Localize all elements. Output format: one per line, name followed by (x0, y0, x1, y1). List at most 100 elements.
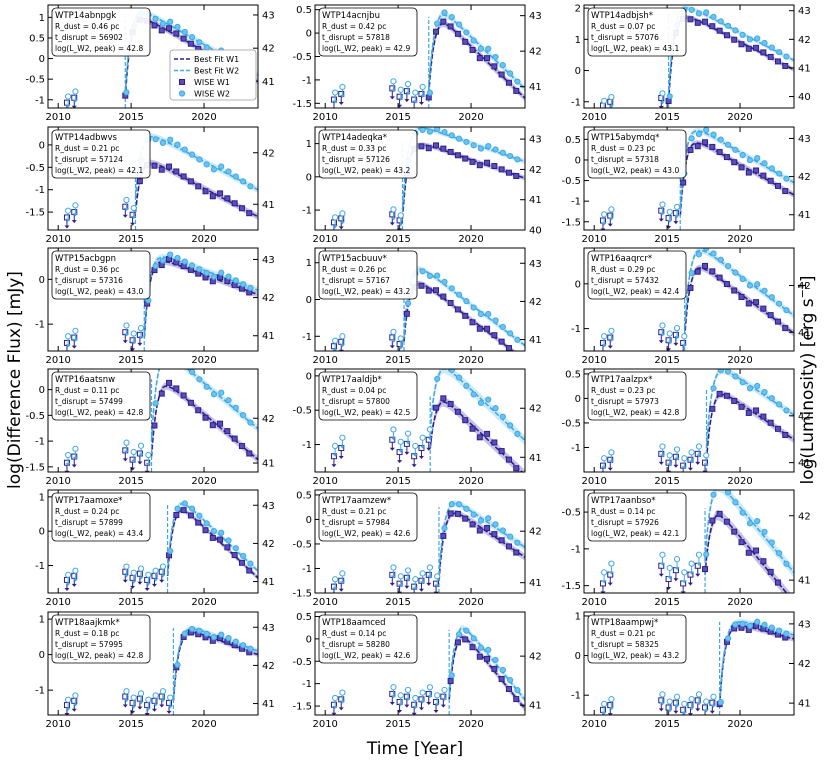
y-tick-label: -1 (302, 332, 312, 343)
y-tick-label: 0 (39, 527, 45, 538)
upper-limit-arrow-w2 (332, 705, 338, 709)
point-w1 (122, 693, 129, 700)
upper-limit-arrow-w1 (130, 222, 136, 226)
point-w2 (339, 83, 346, 91)
upper-limit-arrow-w1 (71, 583, 77, 587)
upper-limit-arrow-w2 (398, 97, 404, 101)
point-w2 (507, 70, 514, 77)
point-w2 (174, 254, 181, 262)
point-w1 (767, 312, 774, 319)
panel-title: WTP16aatsnw (55, 375, 115, 385)
point-w2 (419, 434, 426, 441)
point-w2 (746, 36, 754, 43)
annotation-line: R_dust = 0.14 pc (591, 507, 655, 516)
point-w2 (225, 537, 232, 544)
point-w2 (332, 89, 339, 96)
point-w1 (151, 22, 158, 29)
plot-area (330, 500, 525, 593)
panel-WTP15abymdq: 2010 2015 2020 -1.5 -1 -0.5 0 0.5 41 42 43 WTP15aby… (561, 126, 811, 245)
point-w2 (152, 15, 159, 22)
point-w2 (746, 157, 754, 164)
upper-limit-arrow-w1 (338, 226, 344, 230)
point-w1 (658, 450, 665, 457)
x-tick-label: 2015 (654, 476, 679, 487)
plot-area (599, 5, 794, 108)
point-w1 (505, 169, 512, 176)
point-w2 (732, 499, 739, 506)
point-w2 (477, 310, 485, 318)
point-w2 (390, 564, 397, 571)
y2-tick-label: 42 (529, 652, 542, 663)
point-w2 (768, 165, 775, 172)
point-w2 (448, 501, 455, 508)
point-w2 (485, 396, 492, 403)
x-tick-label: 2015 (385, 234, 410, 245)
y-tick-label: 1 (575, 611, 581, 622)
point-w1 (418, 577, 425, 584)
x-tick-label: 2010 (581, 112, 606, 123)
fit-band-w1 (173, 629, 258, 704)
panel-WTP16aatsnw: 2010 2015 2020 -1.5 -1 -0.5 0 41 42 WTP16aatsnwR_… (25, 368, 275, 487)
point-w1 (158, 166, 165, 173)
point-w2 (174, 661, 181, 668)
point-w2 (761, 388, 768, 396)
point-w1 (753, 547, 760, 554)
point-w2 (152, 567, 159, 574)
upper-limit-arrow-w2 (681, 344, 687, 348)
y-tick-label: -1 (302, 440, 312, 451)
x-tick-label: 2010 (312, 719, 337, 730)
upper-limit-arrow-w1 (673, 710, 679, 714)
point-w2 (499, 527, 506, 534)
point-w2 (724, 369, 732, 375)
upper-limit-arrow-w1 (137, 461, 143, 465)
point-w1 (462, 312, 469, 319)
y2-tick-label: 42 (529, 297, 542, 308)
upper-limit-arrow-w1 (666, 587, 672, 591)
point-w1 (505, 456, 512, 463)
panel-title: WTP14abnpgk (55, 11, 116, 21)
point-w2 (225, 273, 232, 280)
upper-limit-arrow-w2 (696, 562, 702, 566)
y-tick-label: -0.5 (292, 52, 312, 63)
annotation-box (318, 492, 418, 542)
y-tick-label: 0 (575, 279, 581, 290)
point-w2 (666, 208, 673, 215)
panel-title: WTP17aalzpx* (591, 375, 652, 385)
point-w2 (181, 258, 188, 265)
panel-title: WTP14adbjsh* (591, 11, 653, 21)
point-w2 (710, 385, 717, 392)
annotation-line: R_dust = 0.23 pc (591, 144, 655, 153)
fit-curve-w2 (143, 256, 258, 336)
point-w1 (702, 18, 709, 25)
point-w2 (123, 196, 130, 204)
point-w1 (403, 574, 410, 581)
point-w1 (136, 450, 143, 457)
upper-limit-arrow-w2 (405, 92, 411, 96)
point-w2 (754, 281, 761, 288)
point-w1 (71, 453, 78, 460)
upper-limit-arrow-w2 (160, 574, 166, 578)
point-w1 (202, 414, 209, 421)
y2-tick-label: 41 (798, 328, 811, 339)
point-w1 (731, 397, 738, 404)
point-w1 (782, 188, 789, 195)
point-w1 (680, 179, 687, 186)
point-w1 (723, 32, 730, 39)
point-w2 (492, 53, 499, 61)
point-w2 (673, 693, 681, 700)
point-w2 (761, 621, 768, 628)
point-w1 (462, 155, 469, 162)
upper-limit-arrow-w2 (427, 575, 433, 579)
point-w2 (65, 93, 72, 100)
y-tick-label: -0.5 (292, 657, 312, 668)
point-w1 (745, 169, 752, 176)
point-w2 (210, 391, 218, 398)
point-w1 (767, 419, 774, 426)
upper-limit-arrow-w2 (659, 333, 665, 337)
x-tick-label: 2015 (654, 112, 679, 123)
point-w1 (760, 305, 767, 312)
point-w2 (419, 268, 426, 275)
point-w2 (514, 156, 521, 163)
fit-curve-w1 (448, 636, 525, 710)
x-tick-label: 2020 (191, 234, 216, 245)
